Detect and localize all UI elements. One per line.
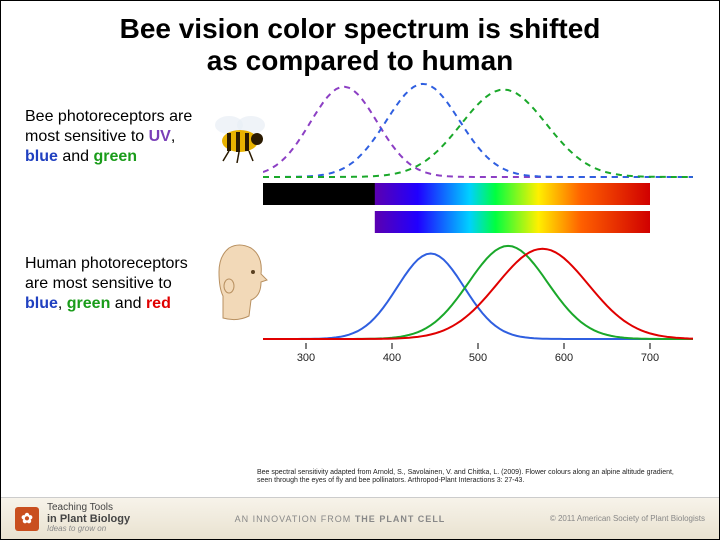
svg-text:400: 400 — [383, 352, 401, 364]
svg-text:600: 600 — [555, 352, 573, 364]
footer: ✿ Teaching Tools in Plant Biology Ideas … — [1, 497, 719, 539]
green-word-2: green — [67, 295, 111, 312]
svg-text:700: 700 — [641, 352, 659, 364]
blue-word: blue — [25, 148, 58, 165]
slide-title: Bee vision color spectrum is shifted as … — [25, 13, 695, 77]
footer-center: AN INNOVATION FROM THE PLANT CELL — [130, 514, 550, 524]
footer-copyright: © 2011 American Society of Plant Biologi… — [550, 514, 705, 523]
red-word: red — [146, 295, 171, 312]
sensitivity-chart: 300 400 500 600 700 — [263, 77, 693, 365]
slide: Bee vision color spectrum is shifted as … — [0, 0, 720, 540]
title-line-1: Bee vision color spectrum is shifted — [120, 13, 601, 44]
citation-text: Bee spectral sensitivity adapted from Ar… — [257, 469, 687, 485]
blue-word-2: blue — [25, 295, 58, 312]
spectrum-chart: 300 400 500 600 700 — [263, 77, 693, 365]
human-label-text: Human photoreceptors are most sensitive … — [25, 255, 188, 292]
svg-text:500: 500 — [469, 352, 487, 364]
svg-text:300: 300 — [297, 352, 315, 364]
green-word: green — [93, 148, 137, 165]
title-line-2: as compared to human — [207, 45, 514, 76]
bee-row: Bee photoreceptors are most sensitive to… — [25, 87, 695, 222]
uv-word: UV — [149, 128, 171, 145]
logo-icon: ✿ — [15, 507, 39, 531]
bee-label: Bee photoreceptors are most sensitive to… — [25, 87, 205, 167]
footer-brand: Teaching Tools in Plant Biology Ideas to… — [47, 503, 130, 533]
human-label: Human photoreceptors are most sensitive … — [25, 222, 205, 314]
